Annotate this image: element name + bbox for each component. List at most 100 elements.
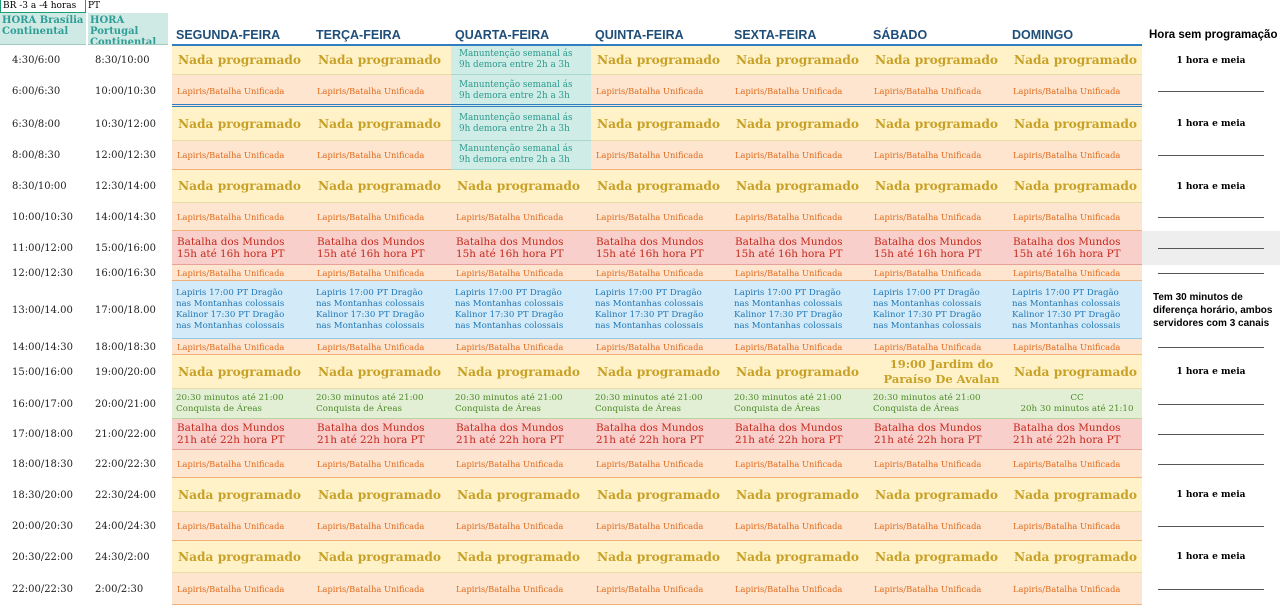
batalha-dos-mundos-quinta: Batalha dos Mundos 15h até 16h hora PT (591, 231, 730, 265)
day-header-quarta: QUARTA-FEIRA (451, 13, 591, 46)
nada-programado-sabado: Nada programado (869, 46, 1008, 75)
note-diferenca-horario: Tem 30 minutos de diferença horário, amb… (1153, 291, 1273, 329)
lapiris-batalha-sabado: Lapiris/Batalha Unificada (869, 450, 1008, 478)
lapiris-batalha-domingo: Lapiris/Batalha Unificada (1008, 265, 1142, 281)
nada-programado-segunda: Nada programado (172, 170, 312, 203)
nada-programado-sexta: Nada programado (730, 355, 869, 389)
batalha-dos-mundos-sabado: Batalha dos Mundos 21h até 22h hora PT (869, 419, 1008, 450)
dragao-montanhas-quarta: Lapiris 17:00 PT Dragão nas Montanhas co… (451, 281, 591, 339)
lapiris-batalha-sabado: Lapiris/Batalha Unificada (869, 75, 1008, 107)
lapiris-batalha-segunda: Lapiris/Batalha Unificada (172, 75, 312, 107)
note-dash-line (1142, 265, 1280, 281)
batalha-dos-mundos-quinta: Batalha dos Mundos 21h até 22h hora PT (591, 419, 730, 450)
time-portugal: 12:00/12:30 (95, 150, 157, 161)
conquista-de-areas-quinta: 20:30 minutos até 21:00 Conquista de Áre… (591, 389, 730, 419)
nada-programado-terca: Nada programado (312, 46, 451, 75)
note-dash-line (1142, 141, 1280, 170)
batalha-dos-mundos-segunda: Batalha dos Mundos 15h até 16h hora PT (172, 231, 312, 265)
dash-line (1158, 247, 1264, 249)
nada-programado-terca: Nada programado (312, 478, 451, 512)
nada-programado-domingo: Nada programado (1008, 541, 1142, 573)
time-portugal: 24:30/2:00 (95, 551, 150, 563)
lapiris-batalha-sabado: Lapiris/Batalha Unificada (869, 265, 1008, 281)
batalha-dos-mundos-domingo: Batalha dos Mundos 15h até 16h hora PT (1008, 231, 1142, 265)
nada-programado-sexta: Nada programado (730, 478, 869, 512)
time-brasilia: 17:00/18:00 (12, 429, 74, 440)
batalha-dos-mundos-sexta: Batalha dos Mundos 15h até 16h hora PT (730, 231, 869, 265)
day-header-sabado: SÁBADO (869, 13, 1008, 46)
nada-programado-segunda: Nada programado (172, 355, 312, 389)
day-header-terca: TERÇA-FEIRA (312, 13, 451, 46)
day-header-quinta: QUINTA-FEIRA (591, 13, 730, 46)
lapiris-batalha-sexta: Lapiris/Batalha Unificada (730, 339, 869, 355)
lapiris-batalha-quarta: Lapiris/Batalha Unificada (451, 573, 591, 605)
time-brasilia: 11:00/12:00 (12, 242, 74, 254)
time-portugal: 14:00/14:30 (95, 211, 157, 223)
time-brasilia: 10:00/10:30 (12, 211, 74, 223)
batalha-dos-mundos-sexta: Batalha dos Mundos 21h até 22h hora PT (730, 419, 869, 450)
lapiris-batalha-segunda: Lapiris/Batalha Unificada (172, 141, 312, 170)
note-dash-line (1142, 419, 1280, 450)
note-uma-hora-e-meia: 1 hora e meia (1142, 46, 1280, 75)
lapiris-batalha-quinta: Lapiris/Batalha Unificada (591, 265, 730, 281)
note-uma-hora-e-meia: 1 hora e meia (1142, 478, 1280, 512)
lapiris-batalha-quinta: Lapiris/Batalha Unificada (591, 339, 730, 355)
lapiris-batalha-segunda: Lapiris/Batalha Unificada (172, 573, 312, 605)
batalha-dos-mundos-terca: Batalha dos Mundos 21h até 22h hora PT (312, 419, 451, 450)
dash-line (1158, 155, 1264, 156)
nada-programado-sexta: Nada programado (730, 170, 869, 203)
conquista-de-areas-terca: 20:30 minutos até 21:00 Conquista de Áre… (312, 389, 451, 419)
conquista-de-areas-quarta: 20:30 minutos até 21:00 Conquista de Áre… (451, 389, 591, 419)
lapiris-batalha-sexta: Lapiris/Batalha Unificada (730, 512, 869, 541)
nada-programado-quinta: Nada programado (591, 170, 730, 203)
time-brasilia: 13:00/14.00 (12, 304, 73, 316)
lapiris-batalha-segunda: Lapiris/Batalha Unificada (172, 512, 312, 541)
lapiris-batalha-segunda: Lapiris/Batalha Unificada (172, 339, 312, 355)
time-portugal: 15:00/16:00 (95, 242, 157, 254)
manutencao-quarta: Manuntenção semanal ás 9h demora entre 2… (451, 141, 591, 170)
time-brasilia: 14:00/14:30 (12, 341, 74, 353)
note-dash-line (1142, 75, 1280, 107)
batalha-dos-mundos-quarta: Batalha dos Mundos 15h até 16h hora PT (451, 231, 591, 265)
lapiris-batalha-quinta: Lapiris/Batalha Unificada (591, 75, 730, 107)
time-brasilia: 16:00/17:00 (12, 398, 74, 410)
lapiris-batalha-sexta: Lapiris/Batalha Unificada (730, 573, 869, 605)
time-portugal: 18:00/18:30 (95, 341, 157, 353)
pt-label: PT (88, 1, 101, 11)
manutencao-quarta: Manuntenção semanal ás 9h demora entre 2… (451, 107, 591, 141)
lapiris-batalha-segunda: Lapiris/Batalha Unificada (172, 265, 312, 281)
lapiris-batalha-quarta: Lapiris/Batalha Unificada (451, 450, 591, 478)
dragao-montanhas-segunda: Lapiris 17:00 PT Dragão nas Montanhas co… (172, 281, 312, 339)
time-brasilia: 6:00/6:30 (12, 85, 61, 97)
nada-programado-quarta: Nada programado (451, 355, 591, 389)
conquista-de-areas-segunda: 20:30 minutos até 21:00 Conquista de Áre… (172, 389, 312, 419)
note-dash-line (1142, 389, 1280, 419)
nada-programado-sabado: Nada programado (869, 478, 1008, 512)
nada-programado-quinta: Nada programado (591, 46, 730, 75)
lapiris-batalha-sabado: Lapiris/Batalha Unificada (869, 203, 1008, 231)
time-portugal: 22:30/24:00 (95, 489, 157, 501)
row-separator (172, 106, 1142, 107)
time-portugal: 17:00/18.00 (95, 304, 156, 316)
batalha-dos-mundos-sabado: Batalha dos Mundos 15h até 16h hora PT (869, 231, 1008, 265)
header-hora-brasilia: HORA Brasília Continental (0, 13, 86, 45)
lapiris-batalha-quinta: Lapiris/Batalha Unificada (591, 141, 730, 170)
time-brasilia: 6:30/8:00 (12, 118, 61, 130)
nada-programado-terca: Nada programado (312, 541, 451, 573)
dash-line (1158, 272, 1264, 274)
lapiris-batalha-domingo: Lapiris/Batalha Unificada (1008, 573, 1142, 605)
note-uma-hora-e-meia: 1 hora e meia (1142, 107, 1280, 141)
lapiris-batalha-terca: Lapiris/Batalha Unificada (312, 573, 451, 605)
dash-line (1158, 463, 1264, 465)
batalha-dos-mundos-segunda: Batalha dos Mundos 21h até 22h hora PT (172, 419, 312, 450)
lapiris-batalha-quarta: Lapiris/Batalha Unificada (451, 203, 591, 231)
time-portugal: 12:30/14:00 (95, 181, 157, 192)
time-brasilia: 12:00/12:30 (12, 267, 74, 279)
lapiris-batalha-quinta: Lapiris/Batalha Unificada (591, 450, 730, 478)
nada-programado-terca: Nada programado (312, 170, 451, 203)
nada-programado-sexta: Nada programado (730, 107, 869, 141)
lapiris-batalha-quinta: Lapiris/Batalha Unificada (591, 203, 730, 231)
note-dash-line (1142, 450, 1280, 478)
dragao-montanhas-terca: Lapiris 17:00 PT Dragão nas Montanhas co… (312, 281, 451, 339)
nada-programado-terca: Nada programado (312, 355, 451, 389)
